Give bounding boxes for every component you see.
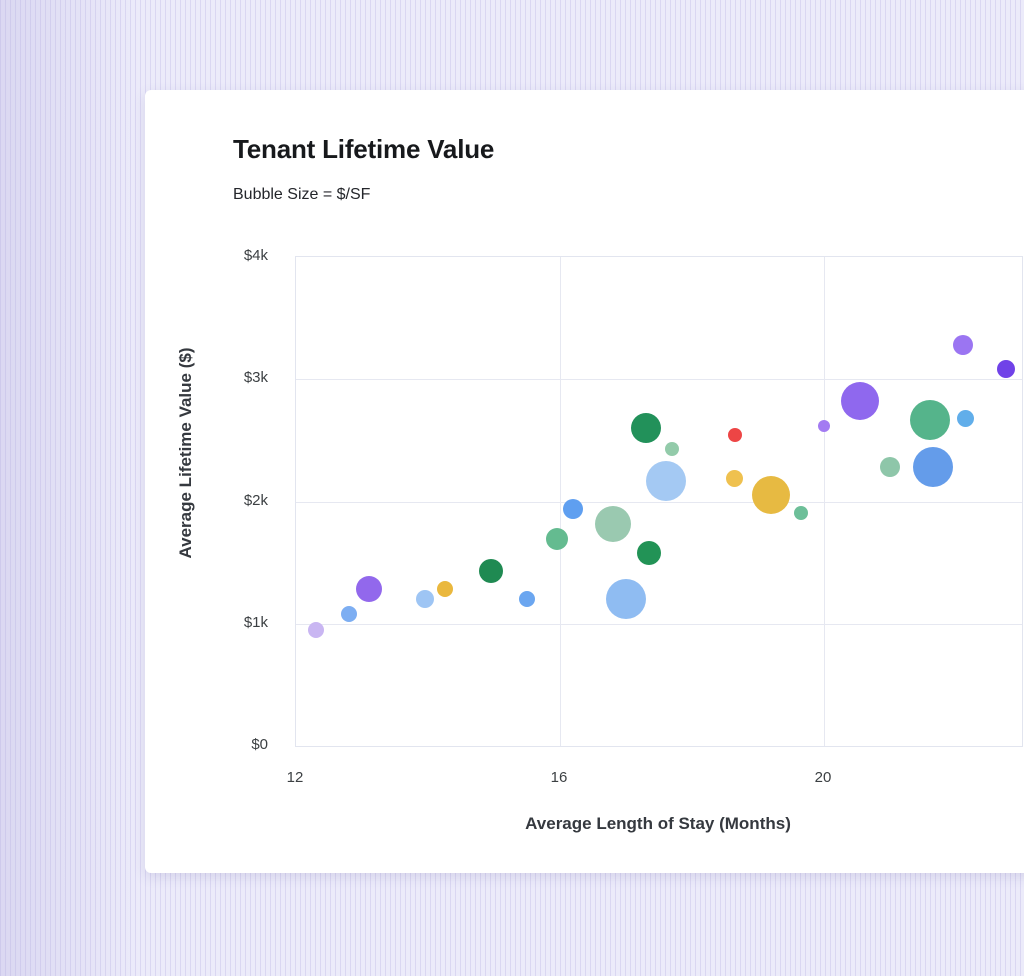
x-tick-label: 20 xyxy=(814,769,832,786)
bubble[interactable] xyxy=(957,410,975,428)
bubble[interactable] xyxy=(594,505,631,542)
bubble[interactable] xyxy=(880,456,900,477)
bubble[interactable] xyxy=(952,335,973,356)
bubble[interactable] xyxy=(727,427,742,442)
x-gridline xyxy=(560,257,561,746)
y-tick-label: $1k xyxy=(243,613,268,631)
chart-title: Tenant Lifetime Value xyxy=(233,134,495,164)
chart-subtitle: Bubble Size = $/SF xyxy=(233,186,371,203)
bubble[interactable] xyxy=(563,498,584,519)
bubble[interactable] xyxy=(415,589,434,608)
bubble[interactable] xyxy=(545,527,568,550)
bubble[interactable] xyxy=(307,621,324,638)
y-gridline xyxy=(296,379,1022,381)
bubble[interactable] xyxy=(726,470,744,488)
y-tick-label: $3k xyxy=(243,369,268,387)
y-gridline xyxy=(296,501,1022,503)
x-gridline xyxy=(824,257,825,746)
bubble[interactable] xyxy=(665,441,680,456)
y-gridline xyxy=(296,623,1022,625)
x-tick-label: 16 xyxy=(550,769,568,786)
bubble[interactable] xyxy=(355,575,382,602)
bubble[interactable] xyxy=(630,413,661,444)
bubble[interactable] xyxy=(841,381,880,420)
bubble[interactable] xyxy=(793,505,808,520)
bubble[interactable] xyxy=(637,541,662,566)
x-axis-title: Average Length of Stay (Months) xyxy=(525,814,791,833)
bubble[interactable] xyxy=(478,558,503,583)
bubble[interactable] xyxy=(519,591,535,608)
bubble[interactable] xyxy=(340,605,357,622)
y-tick-label: $0 xyxy=(251,736,268,753)
bubble[interactable] xyxy=(909,399,950,440)
bubble[interactable] xyxy=(996,359,1015,378)
bubble[interactable] xyxy=(606,578,646,619)
x-tick-label: 12 xyxy=(286,769,304,786)
y-tick-label: $2k xyxy=(243,491,268,509)
plot-area xyxy=(295,256,1023,747)
bubble[interactable] xyxy=(752,475,791,514)
bubble[interactable] xyxy=(912,446,953,487)
bubble[interactable] xyxy=(818,419,830,432)
y-tick-label: $4k xyxy=(243,247,268,264)
y-axis-title: Average Lifetime Value ($) xyxy=(176,347,195,559)
bubble[interactable] xyxy=(436,580,453,597)
bubble[interactable] xyxy=(645,460,686,501)
